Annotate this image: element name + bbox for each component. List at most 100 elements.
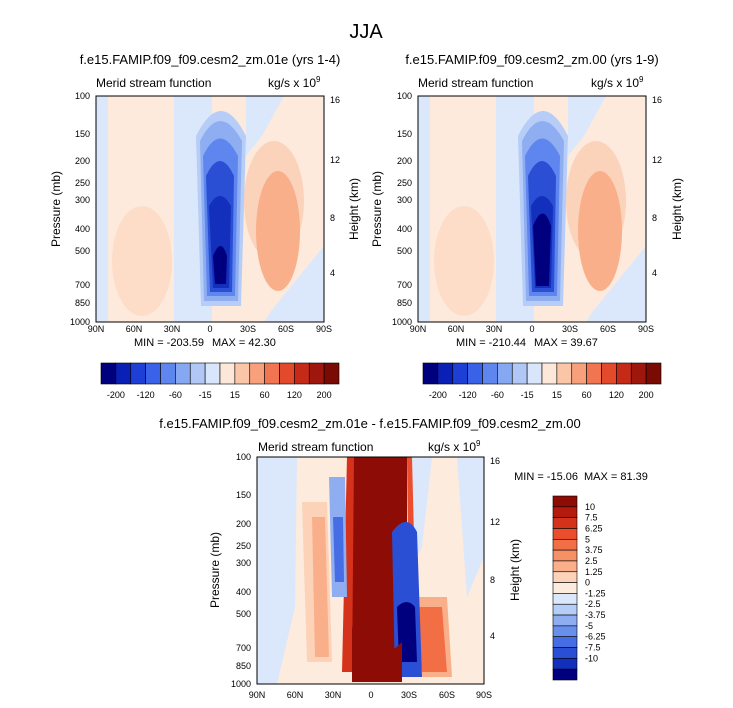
colorbar-diff-swatch bbox=[552, 538, 578, 551]
colorbar-top-right-swatch bbox=[601, 362, 617, 385]
colorbar-diff-swatch bbox=[552, 603, 578, 616]
panel-2-y-tick: 400 bbox=[397, 224, 412, 234]
panel-3-y2-tick: 4 bbox=[490, 631, 495, 641]
colorbar-diff-label: -10 bbox=[585, 653, 598, 663]
panel-3-y2-ticks: 16 12 8 4 bbox=[490, 456, 500, 641]
panel-1-y-tick: 150 bbox=[75, 129, 90, 139]
colorbar-top-left-swatch bbox=[100, 362, 117, 385]
panel-1-y-tick: 250 bbox=[75, 178, 90, 188]
colorbar-top-left-swatch bbox=[249, 362, 265, 385]
colorbar-top-right-swatch bbox=[467, 362, 483, 385]
figure-title: JJA bbox=[349, 21, 383, 43]
colorbar-top-right-swatch bbox=[452, 362, 468, 385]
colorbar-top-right-label: -15 bbox=[521, 390, 534, 400]
panel-3-y-tick: 150 bbox=[236, 490, 251, 500]
colorbar-top-left-swatch bbox=[130, 362, 146, 385]
colorbar-top-right-swatch bbox=[422, 362, 439, 385]
colorbar-top-left-label: 60 bbox=[260, 390, 270, 400]
panel-1-y-tick: 100 bbox=[75, 91, 90, 101]
colorbar-top-right-label: -120 bbox=[459, 390, 477, 400]
panel-2-y-tick: 150 bbox=[397, 129, 412, 139]
panel-2-x-tick: 30N bbox=[486, 324, 503, 334]
panel-2-left-string: Merid stream function bbox=[418, 76, 533, 90]
panel-3-x-ticks: 90N 60N 30N 0 30S 60S 90S bbox=[249, 690, 492, 700]
panel-1-y-tick: 300 bbox=[75, 195, 90, 205]
panel-3-plot: 100 150 200 250 300 400 500 700 850 1000… bbox=[231, 452, 500, 700]
panel-3-y-ticks: 100 150 200 250 300 400 500 700 850 1000 bbox=[231, 452, 251, 689]
colorbar-top-left-label: -15 bbox=[199, 390, 212, 400]
colorbar-diff-swatch bbox=[552, 614, 578, 627]
panel-1-plot: 100 150 200 250 300 400 500 700 850 1000… bbox=[70, 91, 340, 349]
panel-3-ylabel-right: Height (km) bbox=[508, 539, 522, 601]
panel-3-y-tick: 850 bbox=[236, 661, 251, 671]
panel-2-min-label: MIN = -210.44 bbox=[456, 337, 526, 349]
panel-2-y-tick: 200 bbox=[397, 156, 412, 166]
colorbar-top-right-swatch bbox=[526, 362, 543, 385]
panel-1-y-tick: 1000 bbox=[70, 317, 90, 327]
panel-3-units-exponent: 9 bbox=[476, 439, 481, 448]
panel-3-min-label: MIN = -15.06 bbox=[514, 471, 578, 483]
panel-2-x-tick: 90S bbox=[638, 324, 654, 334]
colorbar-top-left-swatch bbox=[264, 362, 280, 385]
panel-1-y2-tick: 12 bbox=[330, 155, 340, 165]
colorbar-top-right-swatch bbox=[541, 362, 558, 385]
panel-2-x-tick: 60S bbox=[600, 324, 616, 334]
panel-3-ylabel: Pressure (mb) bbox=[208, 532, 222, 608]
colorbar-diff-label: 0 bbox=[585, 578, 590, 588]
colorbar-top-right-swatch bbox=[645, 362, 662, 385]
colorbar-diff-label: -7.5 bbox=[585, 643, 601, 653]
colorbar-diff-label: 7.5 bbox=[585, 513, 598, 523]
colorbar-diff-label: 2.5 bbox=[585, 556, 598, 566]
colorbar-top-left-swatch bbox=[308, 362, 325, 385]
panel-1-y-tick: 400 bbox=[75, 224, 90, 234]
colorbar-diff-swatch bbox=[552, 647, 578, 659]
colorbar-top-left-swatch bbox=[234, 362, 251, 385]
panel-1-x-tick: 0 bbox=[207, 324, 212, 334]
panel-3-y-tick: 1000 bbox=[231, 679, 251, 689]
colorbar-top-left-label: -60 bbox=[169, 390, 182, 400]
panel-2-units: kg/s x 109 bbox=[591, 75, 644, 90]
colorbar-top-left-label: -200 bbox=[107, 390, 125, 400]
panel-1-y-tick: 200 bbox=[75, 156, 90, 166]
colorbar-top-left-swatch bbox=[279, 362, 295, 385]
colorbar-diff-swatch bbox=[552, 549, 578, 562]
panel-2-x-ticks: 90N 60N 30N 0 30S 60S 90S bbox=[410, 324, 654, 334]
colorbar-top-right-swatch bbox=[511, 362, 528, 385]
colorbar-top-left-swatch bbox=[189, 362, 206, 385]
panel-2-plot: 100 150 200 250 300 400 500 700 850 1000… bbox=[392, 91, 662, 349]
panel-1-y-tick: 500 bbox=[75, 246, 90, 256]
panel-2: f.e15.FAMIP.f09_f09.cesm2_zm.00 (yrs 1-9… bbox=[370, 52, 684, 349]
panel-2-title: f.e15.FAMIP.f09_f09.cesm2_zm.00 (yrs 1-9… bbox=[405, 52, 658, 67]
colorbar-diff-swatch bbox=[552, 506, 578, 518]
panel-3-x-tick: 90N bbox=[249, 690, 266, 700]
panel-2-units-exponent: 9 bbox=[639, 75, 644, 84]
colorbar-diff-swatch bbox=[552, 528, 578, 540]
colorbar-diff-swatch bbox=[552, 495, 578, 508]
panel-1-min-label: MIN = -203.59 bbox=[134, 337, 204, 349]
panel-2-y2-tick: 8 bbox=[652, 213, 657, 223]
panel-2-x-tick: 30S bbox=[562, 324, 578, 334]
panel-2-y-tick: 700 bbox=[397, 280, 412, 290]
panel-3-y-tick: 400 bbox=[236, 587, 251, 597]
colorbar-top-left-swatch bbox=[115, 362, 132, 385]
panel-1-x-tick: 60N bbox=[126, 324, 143, 334]
panel-1-x-tick: 90S bbox=[316, 324, 332, 334]
panel-3-x-tick: 30S bbox=[401, 690, 417, 700]
panel-1-x-ticks: 90N 60N 30N 0 30S 60S 90S bbox=[88, 324, 332, 334]
colorbar-diff-label: -6.25 bbox=[585, 632, 606, 642]
panel-2-y-tick: 500 bbox=[397, 246, 412, 256]
panel-2-y2-tick: 12 bbox=[652, 155, 662, 165]
colorbar-top-left-label: 15 bbox=[230, 390, 240, 400]
colorbar-diff-swatch bbox=[552, 658, 578, 670]
panel-1-y2-tick: 16 bbox=[330, 95, 340, 105]
colorbar-diff-label: -1.25 bbox=[585, 588, 606, 598]
colorbar-diff-label: -3.75 bbox=[585, 610, 606, 620]
panel-2-y-tick: 850 bbox=[397, 298, 412, 308]
colorbar-top-right-swatch bbox=[571, 362, 587, 385]
colorbar-diff-label: 3.75 bbox=[585, 545, 603, 555]
panel-1-x-tick: 60S bbox=[278, 324, 294, 334]
colorbar-diff-swatch bbox=[552, 560, 578, 573]
panel-2-max-label: MAX = 39.67 bbox=[534, 337, 598, 349]
panel-2-ylabel-right: Height (km) bbox=[670, 178, 684, 240]
panel-1-y2-ticks: 16 12 8 4 bbox=[330, 95, 340, 278]
